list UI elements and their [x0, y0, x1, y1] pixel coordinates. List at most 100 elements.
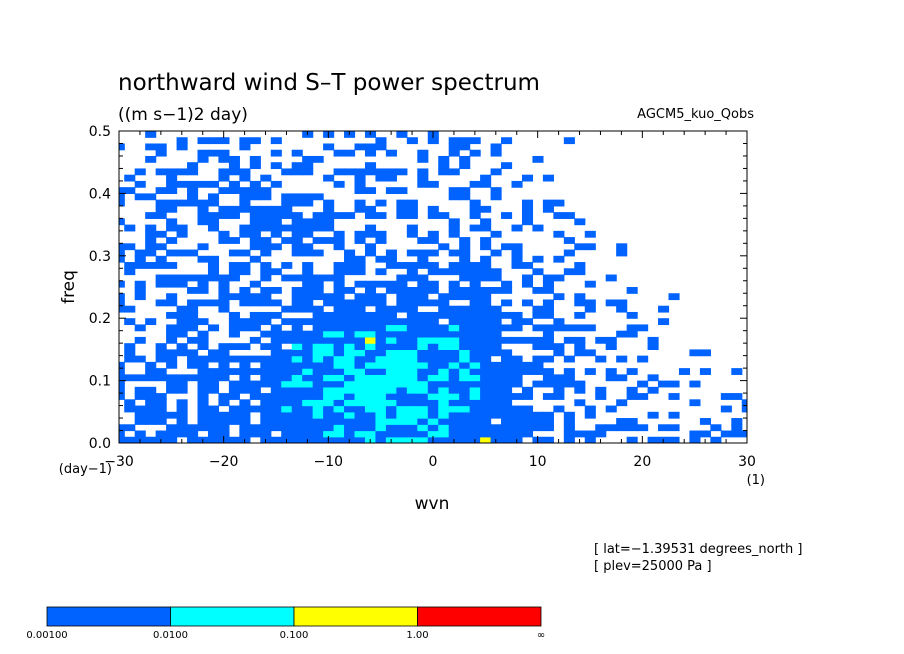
heatmap-cell: [417, 180, 429, 188]
heatmap-cell: [187, 187, 199, 194]
heatmap-cell: [291, 436, 303, 443]
heatmap-cell: [312, 380, 324, 388]
heatmap-cell: [375, 361, 387, 369]
heatmap-cell: [291, 193, 303, 201]
heatmap-cell: [501, 349, 513, 357]
heatmap-cell: [490, 193, 502, 201]
heatmap-cell: [291, 168, 303, 176]
heatmap-cell: [354, 237, 366, 244]
heatmap-cell: [521, 262, 534, 269]
heatmap-cell: [270, 355, 282, 363]
heatmap-cell: [501, 424, 513, 432]
heatmap-cell: [228, 212, 240, 219]
heatmap-cell: [145, 131, 157, 138]
x-unit-label: (1): [747, 473, 765, 488]
heatmap-cell: [501, 324, 513, 332]
heatmap-cell: [239, 187, 251, 194]
heatmap-cell: [270, 405, 282, 413]
heatmap-cell: [448, 330, 460, 338]
heatmap-cell: [218, 418, 230, 425]
heatmap-cell: [448, 268, 460, 276]
heatmap-cell: [281, 399, 293, 407]
heatmap-cell: [490, 187, 502, 194]
heatmap-cell: [406, 349, 418, 357]
heatmap-cell: [197, 287, 209, 294]
heatmap-cell: [469, 299, 481, 307]
heatmap-cell: [281, 168, 293, 176]
heatmap-cell: [532, 343, 544, 350]
heatmap-cell: [521, 361, 534, 369]
heatmap-cell: [291, 274, 303, 282]
heatmap-cell: [197, 218, 209, 226]
heatmap-cell: [312, 368, 324, 375]
heatmap-cell: [427, 411, 439, 419]
heatmap-cell: [260, 368, 272, 375]
heatmap-cell: [260, 380, 272, 388]
heatmap-cell: [438, 405, 450, 413]
heatmap-cell: [511, 255, 523, 263]
heatmap-cell: [176, 143, 188, 151]
heatmap-cell: [124, 318, 136, 326]
heatmap-cell: [218, 411, 230, 419]
heatmap-cell: [731, 368, 743, 375]
heatmap-cell: [417, 174, 429, 182]
heatmap-cell: [119, 436, 125, 443]
heatmap-cell: [323, 355, 335, 363]
heatmap-cell: [239, 224, 251, 232]
heatmap-cell: [406, 386, 418, 394]
heatmap-cell: [438, 299, 450, 307]
heatmap-cell: [417, 249, 429, 257]
heatmap-cell: [281, 237, 293, 244]
heatmap-cell: [228, 411, 240, 419]
heatmap-cell: [574, 386, 586, 394]
heatmap-cell: [375, 343, 387, 350]
heatmap-cell: [312, 405, 324, 413]
heatmap-cell: [469, 137, 481, 145]
heatmap-cell: [302, 430, 314, 438]
heatmap-cell: [302, 330, 314, 338]
heatmap-cell: [438, 386, 450, 394]
heatmap-cell: [417, 324, 429, 332]
heatmap-cell: [521, 218, 534, 226]
heatmap-cell: [490, 230, 502, 238]
heatmap-cell: [542, 336, 554, 344]
heatmap-cell: [207, 199, 220, 207]
heatmap-cell: [385, 330, 397, 338]
heatmap-cell: [207, 212, 220, 219]
heatmap-cell: [385, 361, 397, 369]
heatmap-cell: [563, 380, 575, 388]
heatmap-cell: [417, 380, 429, 388]
heatmap-cell: [333, 349, 345, 357]
heatmap-cell: [448, 137, 460, 145]
colorbar-label: 0.0100: [153, 630, 188, 641]
heatmap-cell: [532, 224, 544, 232]
heatmap-cell: [207, 193, 220, 201]
heatmap-cell: [469, 386, 481, 394]
heatmap-cell: [166, 374, 178, 382]
heatmap-cell: [553, 386, 565, 394]
heatmap-cell: [260, 224, 272, 232]
heatmap-cell: [291, 424, 303, 432]
heatmap-cell: [207, 218, 220, 226]
heatmap-cell: [239, 293, 251, 301]
colorbar-label: 0.00100: [26, 630, 67, 641]
heatmap-cell: [616, 399, 628, 407]
heatmap-cell: [207, 405, 220, 413]
heatmap-cell: [166, 237, 178, 244]
heatmap-cell: [228, 274, 240, 282]
heatmap-cell: [396, 336, 408, 344]
heatmap-cell: [605, 424, 617, 432]
heatmap-cell: [207, 436, 220, 443]
heatmap-cell: [469, 280, 481, 288]
heatmap-cell: [385, 187, 397, 194]
heatmap-cell: [218, 187, 230, 194]
heatmap-cell: [375, 174, 387, 182]
heatmap-cell: [281, 405, 293, 413]
heatmap-cell: [197, 255, 209, 263]
heatmap-cell: [427, 424, 439, 432]
heatmap-cell: [312, 436, 324, 443]
heatmap-cell: [406, 418, 418, 425]
heatmap-cell: [710, 436, 722, 443]
heatmap-cell: [511, 374, 523, 382]
heatmap-cell: [166, 274, 178, 282]
